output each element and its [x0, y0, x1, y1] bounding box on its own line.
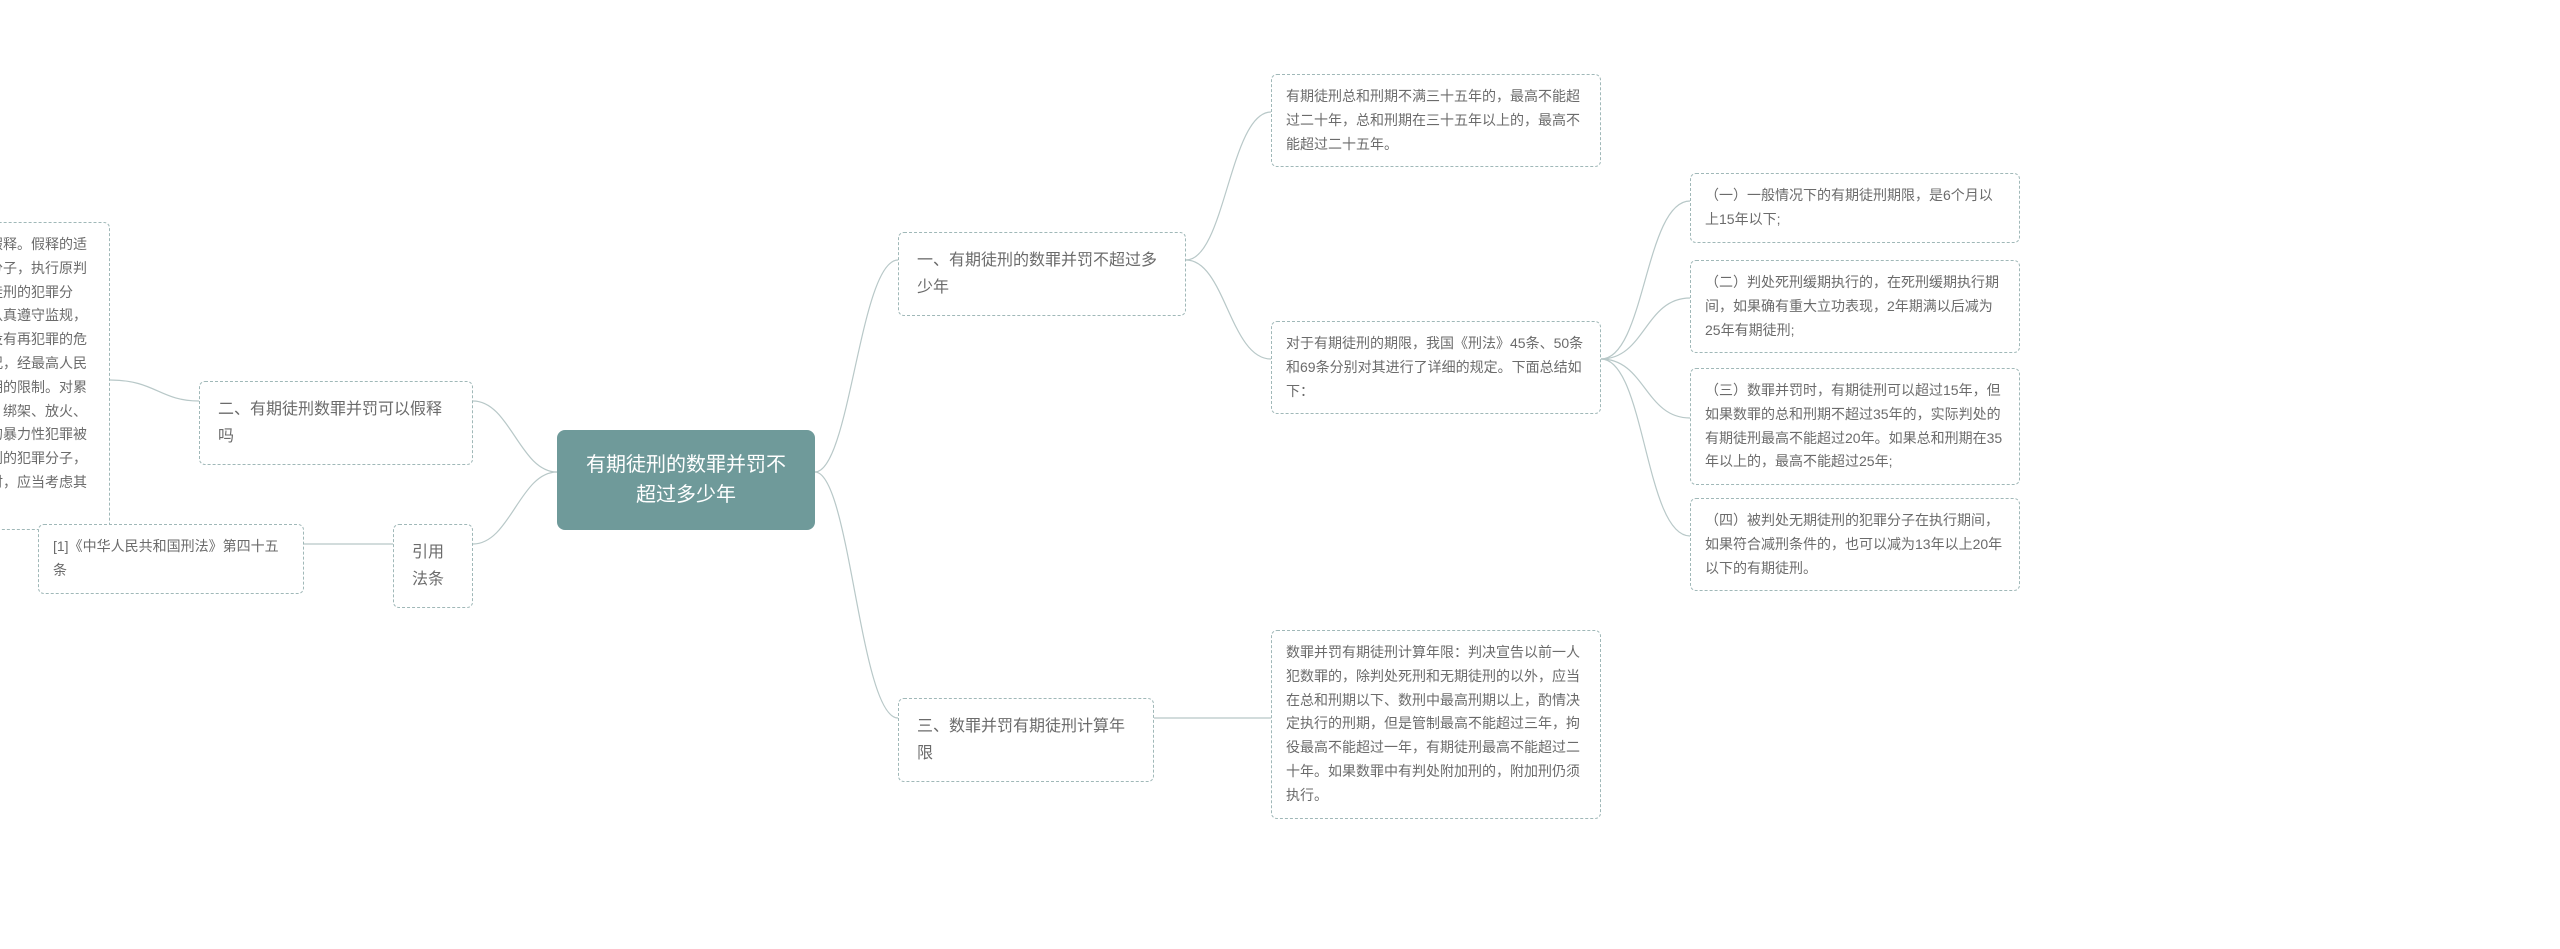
node-l4c1-text: [1]《中华人民共和国刑法》第四十五条	[53, 538, 279, 578]
node-r1c2a[interactable]: （一）一般情况下的有期徒刑期限，是6个月以上15年以下;	[1690, 173, 2020, 243]
node-r1c2d-text: （四）被判处无期徒刑的犯罪分子在执行期间，如果符合减刑条件的，也可以减为13年以…	[1705, 512, 2002, 576]
root-label: 有期徒刑的数罪并罚不超过多少年	[586, 454, 786, 506]
branch-r3-label: 三、数罪并罚有期徒刑计算年限	[917, 718, 1125, 762]
root-node[interactable]: 有期徒刑的数罪并罚不超过多少年	[557, 430, 815, 530]
branch-l4[interactable]: 引用法条	[393, 524, 473, 608]
branch-r1[interactable]: 一、有期徒刑的数罪并罚不超过多少年	[898, 232, 1186, 316]
node-r1c2d[interactable]: （四）被判处无期徒刑的犯罪分子在执行期间，如果符合减刑条件的，也可以减为13年以…	[1690, 498, 2020, 591]
node-r3c1-text: 数罪并罚有期徒刑计算年限：判决宣告以前一人犯数罪的，除判处死刑和无期徒刑的以外，…	[1286, 644, 1580, 803]
node-l4c1[interactable]: [1]《中华人民共和国刑法》第四十五条	[38, 524, 304, 594]
branch-l2[interactable]: 二、有期徒刑数罪并罚可以假释吗	[199, 381, 473, 465]
branch-l2-label: 二、有期徒刑数罪并罚可以假释吗	[218, 401, 442, 445]
node-l2c1-text: 有期徒刑数罪并罚满足条件可以假释。假释的适用条件：被判处有期徒刑的犯罪分子，执行…	[0, 236, 87, 514]
node-r1c2a-text: （一）一般情况下的有期徒刑期限，是6个月以上15年以下;	[1705, 187, 1993, 227]
node-r1c2-text: 对于有期徒刑的期限，我国《刑法》45条、50条和69条分别对其进行了详细的规定。…	[1286, 335, 1583, 399]
node-r1c1[interactable]: 有期徒刑总和刑期不满三十五年的，最高不能超过二十年，总和刑期在三十五年以上的，最…	[1271, 74, 1601, 167]
node-r1c2b[interactable]: （二）判处死刑缓期执行的，在死刑缓期执行期间，如果确有重大立功表现，2年期满以后…	[1690, 260, 2020, 353]
branch-r3[interactable]: 三、数罪并罚有期徒刑计算年限	[898, 698, 1154, 782]
branch-r1-label: 一、有期徒刑的数罪并罚不超过多少年	[917, 252, 1157, 296]
node-r3c1[interactable]: 数罪并罚有期徒刑计算年限：判决宣告以前一人犯数罪的，除判处死刑和无期徒刑的以外，…	[1271, 630, 1601, 819]
node-r1c2c-text: （三）数罪并罚时，有期徒刑可以超过15年，但如果数罪的总和刑期不超过35年的，实…	[1705, 382, 2002, 469]
node-r1c2b-text: （二）判处死刑缓期执行的，在死刑缓期执行期间，如果确有重大立功表现，2年期满以后…	[1705, 274, 1999, 338]
node-l2c1[interactable]: 有期徒刑数罪并罚满足条件可以假释。假释的适用条件：被判处有期徒刑的犯罪分子，执行…	[0, 222, 110, 530]
node-r1c2c[interactable]: （三）数罪并罚时，有期徒刑可以超过15年，但如果数罪的总和刑期不超过35年的，实…	[1690, 368, 2020, 485]
branch-l4-label: 引用法条	[412, 544, 444, 588]
node-r1c1-text: 有期徒刑总和刑期不满三十五年的，最高不能超过二十年，总和刑期在三十五年以上的，最…	[1286, 88, 1580, 152]
node-r1c2[interactable]: 对于有期徒刑的期限，我国《刑法》45条、50条和69条分别对其进行了详细的规定。…	[1271, 321, 1601, 414]
